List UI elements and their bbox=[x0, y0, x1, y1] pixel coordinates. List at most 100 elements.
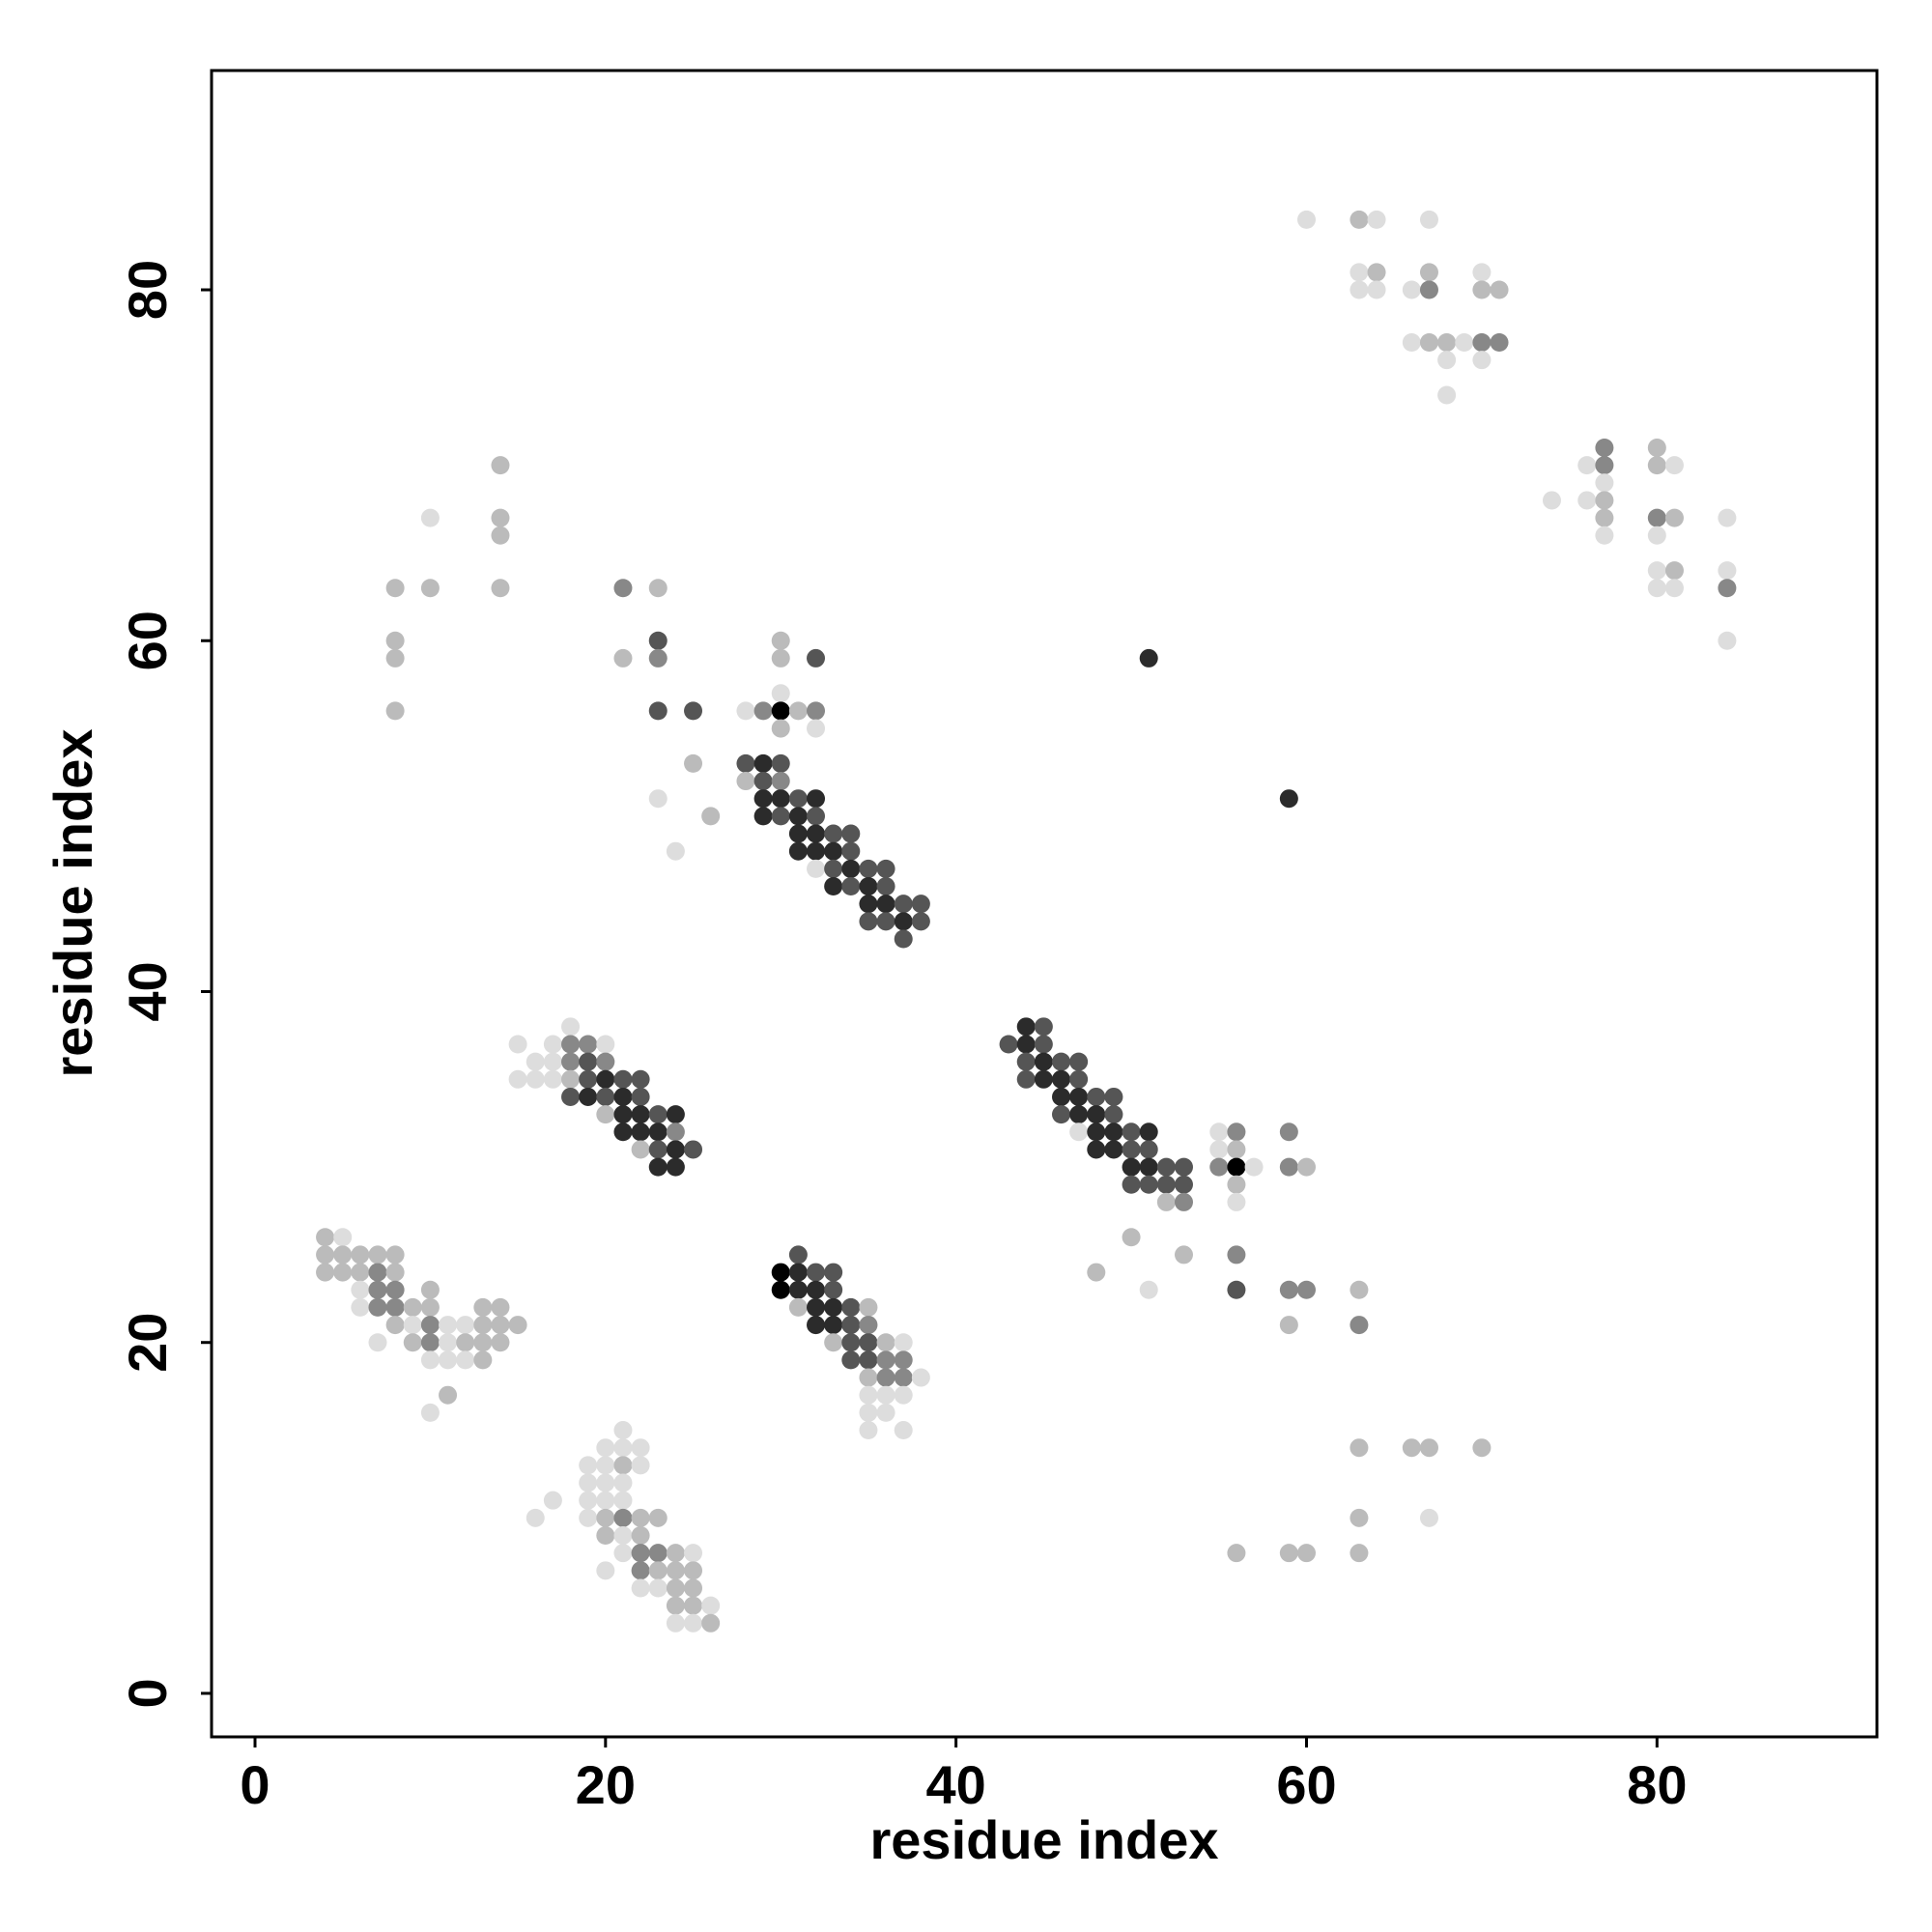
point bbox=[1016, 1069, 1036, 1089]
point bbox=[1139, 1175, 1158, 1194]
point bbox=[1664, 561, 1684, 581]
y-axis-title: residue index bbox=[43, 728, 103, 1077]
point bbox=[473, 1350, 493, 1370]
point bbox=[1718, 579, 1737, 598]
point bbox=[596, 1087, 615, 1106]
point bbox=[508, 1035, 527, 1054]
x-tick-label: 0 bbox=[240, 1754, 270, 1815]
point bbox=[788, 824, 808, 843]
point bbox=[613, 1438, 633, 1458]
point bbox=[648, 1578, 668, 1598]
point bbox=[1087, 1087, 1106, 1106]
point bbox=[351, 1245, 370, 1264]
point bbox=[841, 859, 861, 878]
point bbox=[561, 1035, 581, 1054]
point bbox=[841, 877, 861, 896]
point bbox=[999, 1035, 1018, 1054]
point bbox=[1647, 561, 1666, 581]
point bbox=[894, 912, 913, 931]
point bbox=[456, 1333, 475, 1352]
point bbox=[579, 1491, 598, 1510]
point bbox=[684, 1561, 703, 1580]
point bbox=[385, 1245, 405, 1264]
point bbox=[911, 1368, 930, 1387]
point bbox=[385, 631, 405, 650]
point bbox=[579, 1052, 598, 1071]
point bbox=[491, 579, 510, 598]
point bbox=[1209, 1157, 1229, 1177]
point bbox=[543, 1052, 562, 1071]
point bbox=[753, 701, 773, 721]
x-tick-label: 20 bbox=[576, 1754, 636, 1815]
point bbox=[876, 877, 895, 896]
point bbox=[788, 1297, 808, 1317]
point bbox=[1664, 579, 1684, 598]
point bbox=[771, 1263, 790, 1282]
point bbox=[508, 1069, 527, 1089]
point bbox=[596, 1438, 615, 1458]
point bbox=[631, 1526, 650, 1546]
point bbox=[613, 1526, 633, 1546]
point bbox=[876, 859, 895, 878]
point bbox=[420, 1297, 440, 1317]
point bbox=[684, 1140, 703, 1159]
point bbox=[368, 1297, 387, 1317]
point bbox=[911, 912, 930, 931]
point bbox=[385, 701, 405, 721]
x-tick-label: 60 bbox=[1276, 1754, 1336, 1815]
point bbox=[491, 508, 510, 527]
point bbox=[526, 1508, 545, 1527]
point bbox=[1647, 508, 1666, 527]
point bbox=[771, 807, 790, 826]
point bbox=[631, 1438, 650, 1458]
point bbox=[807, 1316, 826, 1335]
point bbox=[666, 841, 685, 861]
point bbox=[1577, 491, 1597, 510]
point bbox=[385, 1263, 405, 1282]
point bbox=[596, 1561, 615, 1580]
point bbox=[1350, 1438, 1369, 1458]
point bbox=[1034, 1069, 1053, 1089]
point bbox=[491, 1297, 510, 1317]
point bbox=[385, 1280, 405, 1299]
point bbox=[824, 1280, 843, 1299]
point bbox=[1472, 280, 1492, 299]
point bbox=[613, 1473, 633, 1492]
point bbox=[771, 648, 790, 668]
point bbox=[1437, 385, 1457, 405]
point bbox=[1104, 1087, 1123, 1106]
point bbox=[596, 1508, 615, 1527]
point bbox=[1595, 508, 1614, 527]
point bbox=[807, 859, 826, 878]
point bbox=[1350, 263, 1369, 282]
point bbox=[368, 1280, 387, 1299]
point bbox=[596, 1052, 615, 1071]
plot-frame bbox=[210, 69, 1879, 1739]
point bbox=[579, 1069, 598, 1089]
point bbox=[1296, 1157, 1316, 1177]
point bbox=[824, 824, 843, 843]
point bbox=[1279, 1122, 1298, 1142]
point bbox=[824, 1333, 843, 1352]
point bbox=[736, 701, 755, 721]
point bbox=[807, 789, 826, 809]
point bbox=[316, 1245, 335, 1264]
point bbox=[1664, 456, 1684, 475]
point bbox=[403, 1333, 422, 1352]
point bbox=[684, 1544, 703, 1563]
point bbox=[753, 789, 773, 809]
point bbox=[1052, 1087, 1071, 1106]
point bbox=[1350, 1508, 1369, 1527]
point bbox=[631, 1105, 650, 1124]
point bbox=[824, 1316, 843, 1335]
x-tick-label: 40 bbox=[926, 1754, 986, 1815]
point bbox=[316, 1228, 335, 1247]
point bbox=[631, 1122, 650, 1142]
point bbox=[439, 1350, 458, 1370]
point bbox=[596, 1526, 615, 1546]
point bbox=[1139, 1122, 1158, 1142]
point bbox=[579, 1508, 598, 1527]
point bbox=[859, 1385, 878, 1405]
point bbox=[1402, 1438, 1421, 1458]
